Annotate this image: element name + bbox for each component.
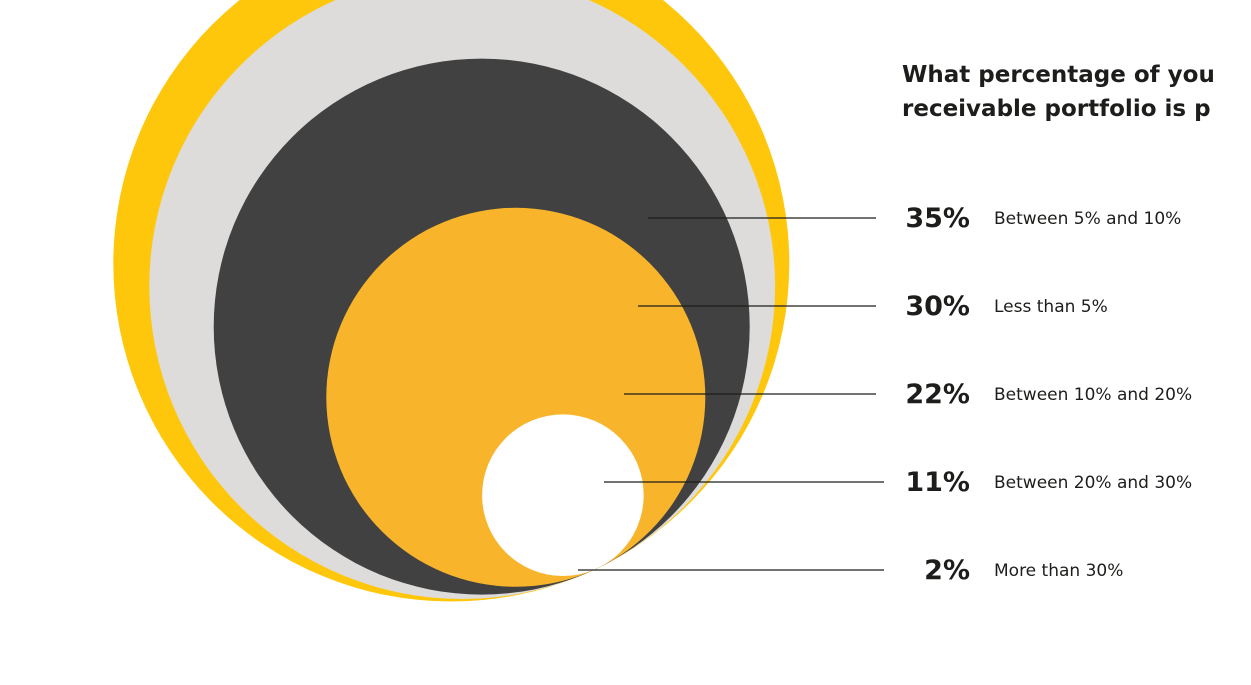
category-label-5: More than 30%	[994, 561, 1123, 581]
chart-title-line-1: What percentage of you	[902, 62, 1215, 88]
category-label-3: Between 10% and 20%	[994, 385, 1192, 405]
value-label-5: 2%	[924, 555, 970, 586]
value-label-4: 11%	[905, 467, 970, 498]
value-label-1: 35%	[905, 203, 970, 234]
category-label-1: Between 5% and 10%	[994, 209, 1181, 229]
value-label-3: 22%	[905, 379, 970, 410]
labels-group: 35% Between 5% and 10% 30% Less than 5% 22% B…	[905, 203, 1192, 586]
category-label-4: Between 20% and 30%	[994, 473, 1192, 493]
chart-title-line-2: receivable portfolio is p	[902, 96, 1211, 122]
leader-lines-group	[578, 217, 884, 571]
category-label-2: Less than 5%	[994, 297, 1108, 317]
chart-title: What percentage of you receivable portfo…	[902, 58, 1215, 126]
bubble-5	[482, 414, 644, 576]
value-label-2: 30%	[905, 291, 970, 322]
bubbles-group	[113, 0, 790, 602]
